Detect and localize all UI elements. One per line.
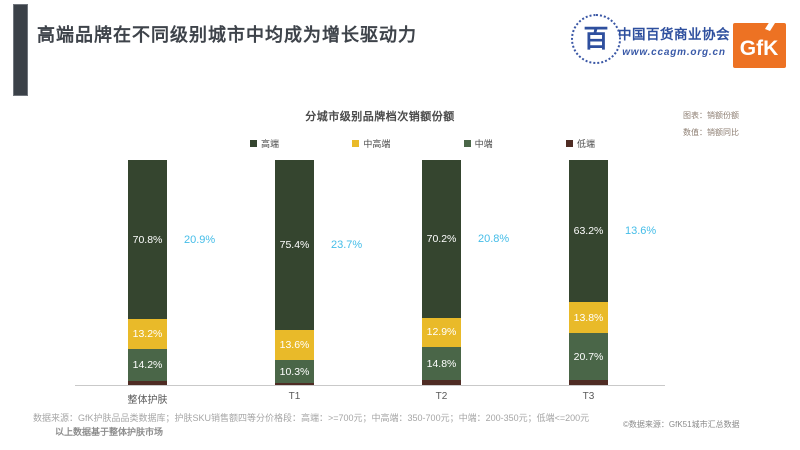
bar-value-label: 13.2% <box>132 328 163 341</box>
bar-segment-低端 <box>275 383 314 385</box>
gfk-logo-box <box>733 23 786 68</box>
yoy-growth-label: 20.9% <box>184 233 216 246</box>
yoy-growth-label: 20.8% <box>478 232 510 245</box>
plot-area: 70.8% 13.2% 14.2% 20.9% 整体护肤 75.4% 13.6% 10.3% 2… <box>0 160 800 406</box>
ccagm-website: www.ccagm.org.cn <box>622 47 726 58</box>
bar-segment-中端: 14.8% <box>422 346 461 381</box>
bar-segment-中端: 10.3% <box>275 360 314 384</box>
bar-segment-高端: 70.2% <box>422 160 461 318</box>
legend-item-中端: 中端 <box>463 137 493 150</box>
bar-value-label: 20.7% <box>573 350 604 363</box>
legend-item-中高端: 中高端 <box>352 137 390 150</box>
legend-swatch-icon <box>565 140 573 147</box>
bar-value-label: 70.8% <box>132 233 163 246</box>
bar-value-label: 14.8% <box>426 357 457 370</box>
bar-segment-中端: 20.7% <box>569 333 608 380</box>
legend-swatch-icon <box>250 140 257 147</box>
x-axis-line <box>75 385 665 386</box>
bar-value-label: 13.8% <box>573 311 604 324</box>
bar-value-label: 70.2% <box>426 232 457 245</box>
legend-label: 低端 <box>576 139 595 149</box>
bar-segment-高端: 75.4% <box>275 160 314 330</box>
ccagm-emblem-glyph: 百 <box>583 24 609 53</box>
gfk-logo: GfK <box>733 13 786 68</box>
bar-segment-中端: 14.2% <box>128 349 167 381</box>
x-axis-label: T2 <box>435 391 448 402</box>
bar-segment-中高端: 13.8% <box>569 302 608 334</box>
bar-segment-中高端: 12.9% <box>422 317 461 347</box>
chart-note-share: 图表：销额份额 <box>683 111 739 120</box>
footer-copyright: ©数据来源：GfK51城市汇总数据 <box>623 420 740 429</box>
title-accent-bar <box>13 4 28 96</box>
bar-value-label: 14.2% <box>132 358 163 371</box>
ccagm-logo-text: 中国百货商业协会 www.ccagm.org.cn <box>617 23 731 58</box>
footer-basis-note: 以上数据基于整体护肤市场 <box>55 427 164 437</box>
bar-segment-中高端: 13.2% <box>128 319 167 349</box>
x-axis-label: T1 <box>288 391 301 402</box>
chart-title: 分城市级别品牌档次销额份额 <box>305 111 455 123</box>
x-axis-label: T3 <box>582 391 595 402</box>
legend-item-低端: 低端 <box>565 137 595 150</box>
legend-label: 高端 <box>261 139 280 149</box>
footer-data-source: 数据来源：GfK护肤品品类数据库；护肤SKU销售额四等分价格段：高端：>=700… <box>33 413 590 423</box>
bar-segment-低端 <box>569 379 608 385</box>
ccagm-org-name: 中国百货商业协会 <box>618 27 730 42</box>
legend-label: 中端 <box>474 139 493 149</box>
legend-swatch-icon <box>463 140 471 147</box>
bar-segment-高端: 63.2% <box>569 160 608 303</box>
bar-segment-低端 <box>422 380 461 385</box>
bar-segment-中高端: 13.6% <box>275 329 314 361</box>
ccagm-logo-emblem: 百 <box>571 14 621 64</box>
x-axis-label: 整体护肤 <box>127 395 168 406</box>
bar-value-label: 63.2% <box>573 225 604 238</box>
bar-value-label: 75.4% <box>279 238 310 251</box>
gfk-logo-accent-icon <box>765 13 780 31</box>
yoy-growth-label: 23.7% <box>331 238 363 251</box>
page-title: 高端品牌在不同级别城市中均成为增长驱动力 <box>37 25 417 45</box>
legend-item-高端: 高端 <box>250 137 279 150</box>
bar-value-label: 10.3% <box>279 365 310 378</box>
bar-segment-低端 <box>128 380 167 385</box>
bar-segment-高端: 70.8% <box>128 160 167 320</box>
chart-legend: 高端 中高端 中端 低端 <box>250 137 595 150</box>
legend-label: 中高端 <box>363 139 391 149</box>
bar-value-label: 12.9% <box>426 326 457 339</box>
bar-value-label: 13.6% <box>279 338 310 351</box>
legend-swatch-icon <box>352 140 360 147</box>
chart-note-yoy: 数值：销额同比 <box>683 128 739 137</box>
yoy-growth-label: 13.6% <box>625 225 657 238</box>
gfk-logo-label: GfK <box>740 37 779 60</box>
